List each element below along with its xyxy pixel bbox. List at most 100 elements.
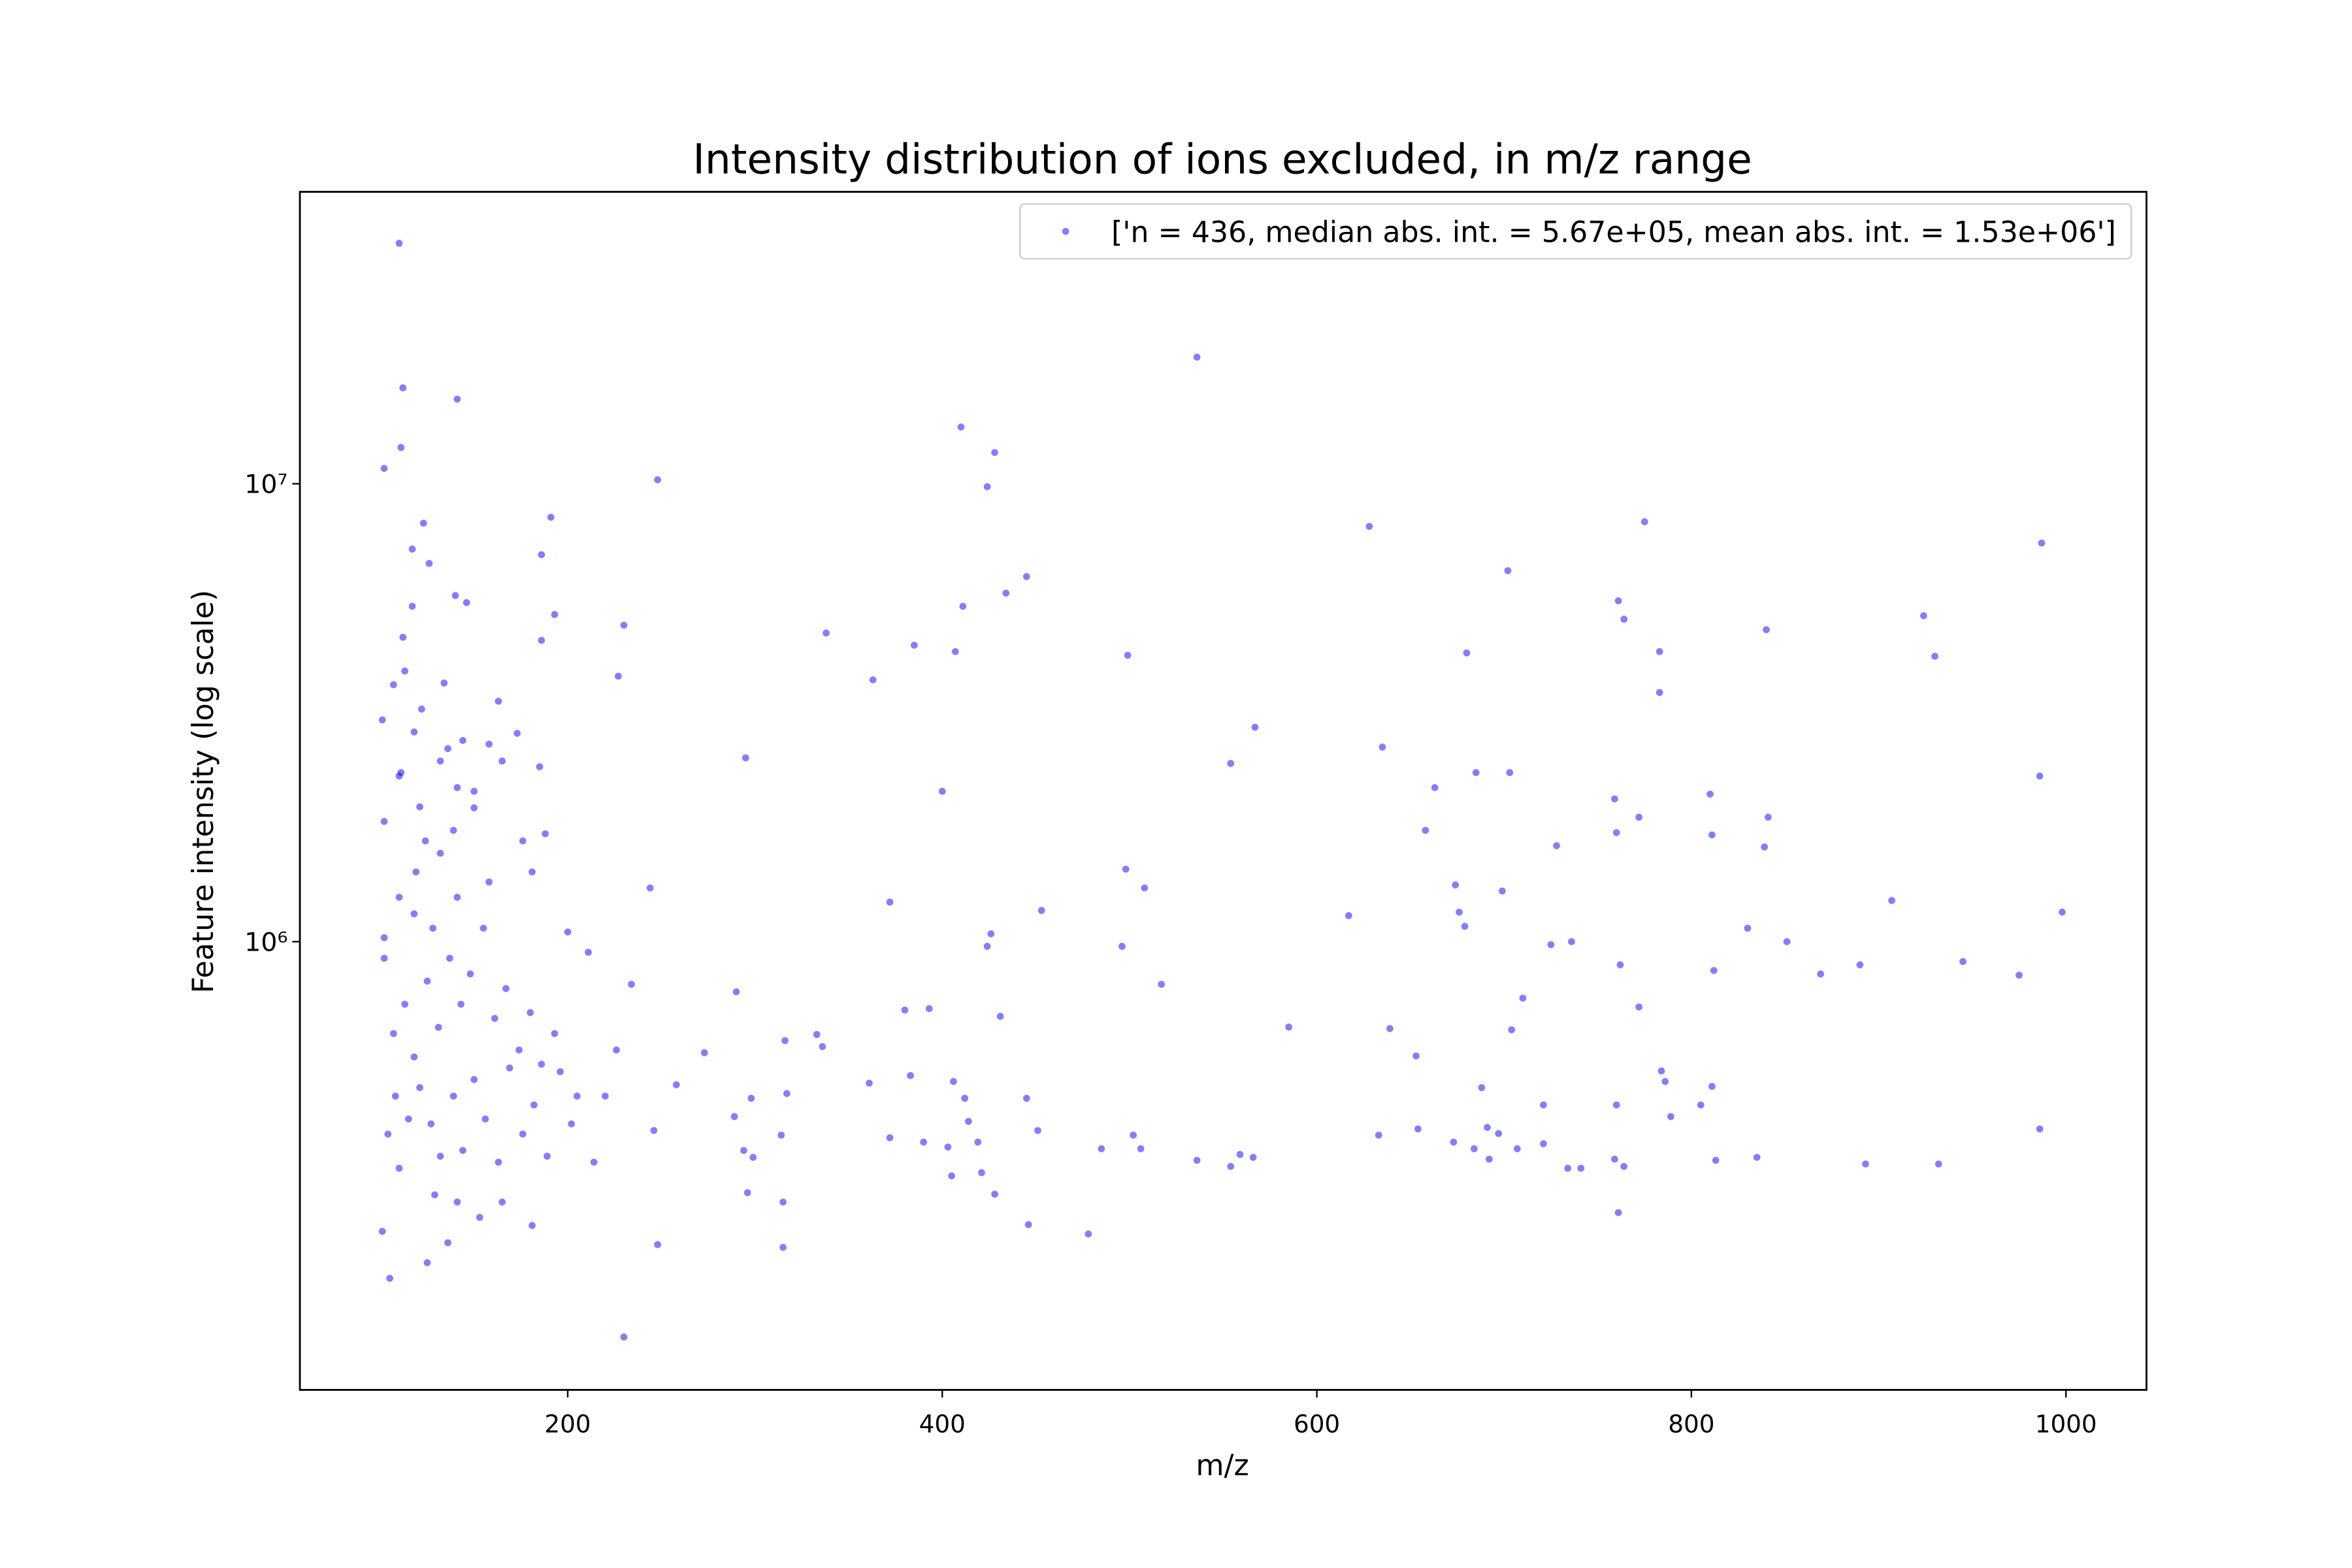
scatter-point <box>1236 1151 1244 1158</box>
scatter-point <box>529 1222 536 1230</box>
scatter-point <box>547 514 555 521</box>
scatter-point <box>1227 1162 1235 1170</box>
scatter-point <box>395 240 403 247</box>
scatter-point <box>1285 1023 1292 1031</box>
scatter-point <box>421 837 429 845</box>
scatter-point <box>991 1190 998 1198</box>
scatter-point <box>747 1094 755 1102</box>
scatter-point <box>1513 1145 1521 1152</box>
scatter-point <box>485 878 493 886</box>
scatter-point <box>700 1049 708 1056</box>
scatter-point <box>1612 829 1620 836</box>
scatter-point <box>742 754 749 762</box>
scatter-point <box>1130 1132 1137 1139</box>
scatter-point <box>1414 1125 1422 1133</box>
scatter-point <box>1935 1160 1942 1168</box>
scatter-point <box>585 949 592 956</box>
scatter-point <box>732 988 740 996</box>
scatter-point <box>542 830 549 838</box>
scatter-point <box>1761 843 1769 851</box>
scatter-point <box>813 1031 821 1038</box>
legend-label: ['n = 436, median abs. int. = 5.67e+05, … <box>1111 216 2116 249</box>
scatter-point <box>991 449 998 456</box>
scatter-point <box>1614 1209 1622 1217</box>
scatter-point <box>1753 1154 1761 1161</box>
scatter-point <box>459 1147 466 1154</box>
scatter-point <box>1484 1124 1491 1131</box>
scatter-point <box>1817 970 1825 978</box>
scatter-point <box>530 1101 538 1109</box>
scatter-point <box>551 611 559 619</box>
scatter-point <box>1413 1052 1420 1060</box>
scatter-point <box>779 1198 787 1206</box>
scatter-point <box>1193 353 1201 361</box>
scatter-point <box>1251 723 1259 731</box>
scatter-point <box>2059 908 2066 916</box>
scatter-point <box>519 1130 527 1138</box>
scatter-point <box>1744 924 1752 932</box>
scatter-point <box>654 476 661 483</box>
scatter-point <box>476 1213 483 1221</box>
scatter-point <box>1119 943 1126 950</box>
legend-marker <box>1062 227 1070 235</box>
x-axis-label: m/z <box>1196 1449 1249 1482</box>
scatter-point <box>401 1000 408 1008</box>
scatter-point <box>419 519 427 527</box>
scatter-point <box>950 1078 957 1085</box>
scatter-point <box>1422 826 1429 834</box>
scatter-point <box>779 1243 787 1251</box>
chart-title: Intensity distribution of ions excluded,… <box>693 136 1752 184</box>
scatter-point <box>1641 518 1648 525</box>
scatter-point <box>965 1118 972 1125</box>
scatter-point <box>457 1000 465 1008</box>
scatter-point <box>1610 795 1618 803</box>
scatter-point <box>436 849 444 857</box>
scatter-point <box>557 1068 564 1075</box>
scatter-point <box>551 1030 559 1037</box>
scatter-point <box>1024 1221 1032 1228</box>
scatter-point <box>538 551 546 559</box>
scatter-point <box>1508 1026 1516 1034</box>
scatter-point <box>1856 961 1864 969</box>
scatter-point <box>1612 1101 1620 1109</box>
scatter-point <box>823 629 830 637</box>
scatter-point <box>1122 865 1130 873</box>
scatter-point <box>1452 881 1460 889</box>
scatter-point <box>1386 1024 1394 1032</box>
scatter-point <box>453 1198 461 1206</box>
x-tick-label: 400 <box>919 1410 966 1439</box>
scatter-point <box>819 1043 826 1051</box>
scatter-point <box>1137 1145 1145 1152</box>
scatter-point <box>1124 651 1132 659</box>
scatter-point <box>536 763 544 770</box>
scatter-point <box>1034 1126 1041 1134</box>
scatter-point <box>515 1046 523 1054</box>
scatter-point <box>446 955 453 962</box>
scatter-point <box>384 1130 392 1138</box>
scatter-point <box>519 837 527 845</box>
scatter-point <box>399 634 407 641</box>
scatter-point <box>1472 769 1480 776</box>
scatter-point <box>777 1132 785 1139</box>
scatter-point <box>410 910 418 918</box>
scatter-point <box>614 672 622 680</box>
scatter-point <box>423 977 431 985</box>
scatter-point <box>506 1064 514 1071</box>
scatter-point <box>480 924 487 932</box>
scatter-point <box>590 1158 598 1166</box>
scatter-point <box>869 676 877 683</box>
plot-frame <box>299 191 2148 1391</box>
scatter-point <box>498 757 506 765</box>
scatter-point <box>470 787 478 795</box>
scatter-point <box>380 955 388 962</box>
scatter-point <box>944 1143 952 1151</box>
scatter-point <box>1959 958 1967 966</box>
scatter-point <box>730 1113 738 1120</box>
legend-box <box>1019 203 2132 260</box>
scatter-point <box>495 697 502 705</box>
scatter-point <box>783 1090 791 1098</box>
scatter-point <box>749 1154 757 1161</box>
scatter-point <box>538 636 546 644</box>
